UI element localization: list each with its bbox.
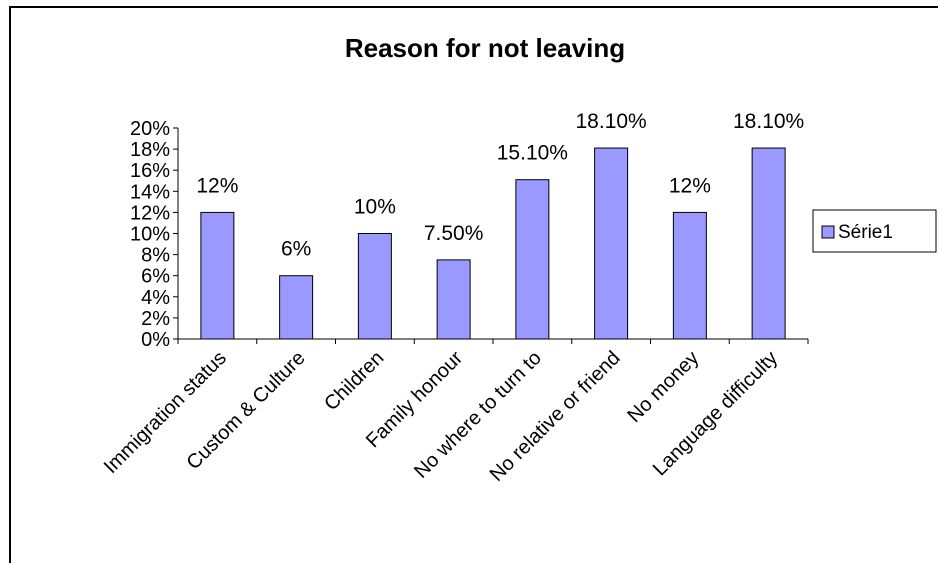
x-axis bbox=[177, 338, 809, 344]
data-label: 10% bbox=[354, 196, 396, 219]
bar bbox=[515, 179, 550, 340]
legend-series-label: Série1 bbox=[838, 222, 893, 243]
data-label: 18.10% bbox=[576, 110, 647, 133]
data-label: 15.10% bbox=[497, 142, 568, 165]
data-label: 18.10% bbox=[733, 110, 804, 133]
bar bbox=[357, 233, 392, 340]
data-labels-group: 12% 6% 10% 7.50% 15.10% 18.10% 12% 18.10% bbox=[196, 110, 804, 261]
y-tick-label: 2% bbox=[141, 308, 170, 330]
category-label: No money bbox=[623, 347, 703, 427]
chart-title: Reason for not leaving bbox=[345, 33, 625, 63]
bars-group bbox=[200, 147, 786, 340]
y-tick-label: 16% bbox=[130, 160, 170, 182]
legend-swatch bbox=[821, 225, 835, 239]
category-label: Children bbox=[320, 347, 388, 415]
y-tick-label: 14% bbox=[130, 181, 170, 203]
bar bbox=[200, 211, 235, 340]
data-label: 7.50% bbox=[424, 222, 484, 245]
legend: Série1 bbox=[812, 209, 937, 253]
chart-frame bbox=[9, 6, 938, 563]
y-axis: 0%2%4%6%8%10%12%14%16%18%20% bbox=[130, 118, 179, 351]
bar bbox=[279, 275, 314, 340]
data-label: 12% bbox=[669, 174, 711, 197]
y-tick-label: 18% bbox=[130, 139, 170, 161]
bar bbox=[672, 211, 707, 340]
y-tick-label: 4% bbox=[141, 287, 170, 309]
data-label: 12% bbox=[196, 174, 238, 197]
y-tick-label: 12% bbox=[130, 202, 170, 224]
y-tick-label: 0% bbox=[141, 329, 170, 351]
y-tick-label: 20% bbox=[130, 118, 170, 140]
category-label: No relative or friend bbox=[486, 347, 625, 486]
bar bbox=[751, 147, 786, 340]
y-tick-label: 6% bbox=[141, 266, 170, 288]
y-tick-label: 8% bbox=[141, 245, 170, 267]
data-label: 6% bbox=[281, 238, 311, 261]
y-tick-label: 10% bbox=[130, 224, 170, 246]
bar bbox=[594, 147, 629, 340]
bar bbox=[436, 259, 471, 340]
